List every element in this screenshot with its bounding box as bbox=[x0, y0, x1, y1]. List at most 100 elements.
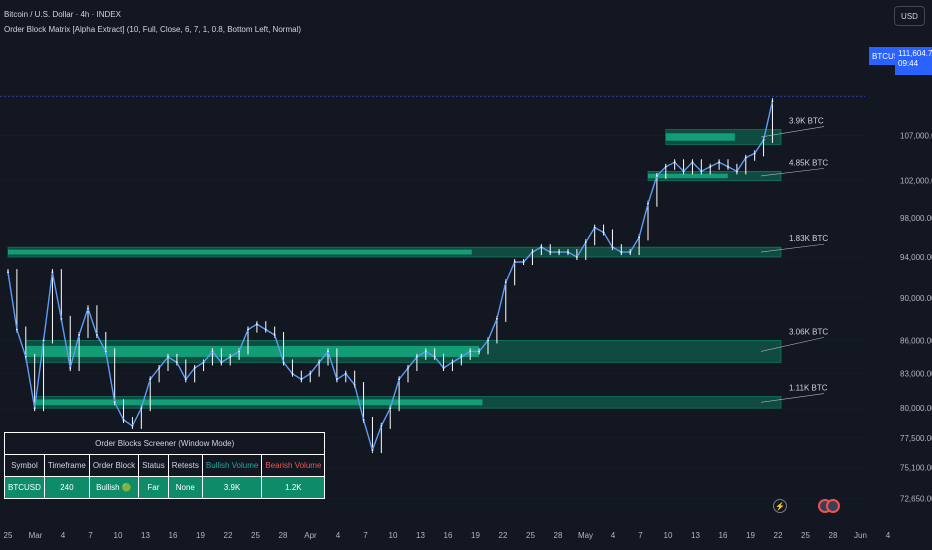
price-point bbox=[611, 246, 614, 249]
price-tick-label: 90,000.00 bbox=[900, 294, 932, 303]
last-price-label: 111,604.70 09:44 bbox=[895, 47, 932, 75]
price-point bbox=[104, 350, 107, 353]
indicator-legend[interactable]: Order Block Matrix [Alpha Extract] (10, … bbox=[4, 25, 301, 34]
time-axis[interactable]: 25 Mar 4 7 10 13 16 19 22 25 28 Apr 4 7 10 13 16 19 22 25 28… bbox=[4, 531, 891, 540]
price-point bbox=[513, 261, 516, 263]
price-point bbox=[584, 241, 587, 244]
time-tick-label: 4 bbox=[61, 531, 66, 540]
time-tick-label: Mar bbox=[29, 531, 43, 540]
time-tick-label: 4 bbox=[336, 531, 341, 540]
last-price-value: 111,604.70 bbox=[898, 49, 932, 58]
symbol-title[interactable]: Bitcoin / U.S. Dollar · 4h · INDEX bbox=[4, 10, 121, 19]
header-order-block: Order Block bbox=[88, 454, 140, 477]
header-retests: Retests bbox=[167, 454, 203, 477]
price-tick-label: 94,000.00 bbox=[900, 253, 932, 262]
price-point bbox=[122, 419, 125, 421]
price-point bbox=[700, 170, 703, 173]
time-tick-label: 25 bbox=[801, 531, 810, 540]
price-point bbox=[487, 339, 489, 342]
price-point bbox=[238, 350, 241, 353]
price-tick-label: 72,650.00 bbox=[900, 494, 932, 503]
cell-bullish-volume: 3.9K bbox=[201, 476, 263, 499]
time-tick-label: 10 bbox=[389, 531, 398, 540]
price-line bbox=[7, 100, 774, 453]
time-tick-label: 7 bbox=[638, 531, 643, 540]
price-point bbox=[255, 323, 258, 326]
price-point bbox=[353, 384, 356, 386]
price-point bbox=[735, 170, 738, 173]
price-point bbox=[442, 367, 445, 369]
price-point bbox=[15, 328, 18, 331]
time-tick-label: 25 bbox=[4, 531, 13, 540]
price-tick-label: 80,000.00 bbox=[900, 404, 932, 413]
time-tick-label: 10 bbox=[114, 531, 123, 540]
order-blocks-screener: Order Blocks Screener (Window Mode) Symb… bbox=[3, 432, 326, 499]
cell-timeframe: 240 bbox=[43, 476, 90, 499]
cell-order-block: Bullish 🟢 bbox=[88, 476, 140, 499]
header-symbol: Symbol bbox=[4, 454, 45, 477]
time-tick-label: 25 bbox=[526, 531, 535, 540]
price-point bbox=[558, 251, 561, 253]
price-point bbox=[87, 307, 89, 310]
price-point bbox=[602, 231, 605, 234]
price-point bbox=[60, 317, 63, 320]
price-point bbox=[629, 251, 632, 253]
price-point bbox=[407, 367, 409, 369]
price-point bbox=[673, 161, 676, 164]
price-tick-label: 102,000.00 bbox=[900, 177, 932, 186]
price-point bbox=[727, 165, 729, 168]
order-block-volume-bar bbox=[25, 345, 479, 357]
cell-symbol: BTCUSD bbox=[4, 476, 45, 499]
time-tick-label: 7 bbox=[363, 531, 368, 540]
order-block-leader-line bbox=[760, 337, 825, 352]
price-tick-label: 75,100.00 bbox=[900, 463, 932, 472]
price-axis[interactable]: 107,000.00 102,000.00 98,000.00 94,000.00 90… bbox=[900, 132, 932, 504]
time-tick-label: 16 bbox=[169, 531, 178, 540]
price-point bbox=[211, 350, 214, 353]
time-tick-label: 19 bbox=[471, 531, 480, 540]
price-point bbox=[415, 355, 418, 358]
price-point bbox=[682, 170, 685, 173]
price-point bbox=[664, 165, 667, 168]
price-point bbox=[318, 361, 321, 364]
price-point bbox=[158, 367, 161, 369]
price-point bbox=[647, 202, 649, 205]
order-block-label: 3.06K BTC bbox=[789, 327, 828, 336]
time-tick-label: 10 bbox=[664, 531, 673, 540]
flag-icon[interactable] bbox=[826, 499, 840, 513]
time-tick-label: 13 bbox=[141, 531, 150, 540]
price-point bbox=[42, 339, 45, 342]
price-point bbox=[424, 350, 427, 353]
price-point bbox=[655, 175, 658, 177]
time-tick-label: 4 bbox=[611, 531, 616, 540]
price-point bbox=[167, 355, 169, 358]
price-point bbox=[540, 246, 543, 249]
price-point bbox=[460, 355, 463, 358]
price-point bbox=[309, 372, 312, 375]
price-point bbox=[264, 328, 267, 331]
price-point bbox=[709, 165, 712, 168]
price-point bbox=[762, 139, 765, 141]
time-tick-label: 13 bbox=[691, 531, 700, 540]
price-point bbox=[229, 355, 232, 358]
price-point bbox=[451, 361, 454, 364]
price-point bbox=[220, 361, 223, 364]
order-block-leader-line bbox=[760, 393, 825, 403]
price-point bbox=[620, 251, 623, 253]
price-point bbox=[344, 372, 347, 375]
price-point bbox=[335, 378, 338, 381]
order-block-leader-line bbox=[760, 126, 825, 138]
time-tick-label: 13 bbox=[416, 531, 425, 540]
cell-status: Far bbox=[138, 476, 169, 499]
currency-button[interactable]: USD bbox=[894, 6, 925, 26]
price-tick-label: 86,000.00 bbox=[900, 336, 932, 345]
header-status: Status bbox=[138, 454, 169, 477]
price-point bbox=[771, 100, 774, 103]
bolt-icon[interactable]: ⚡ bbox=[773, 499, 787, 513]
price-point bbox=[24, 355, 27, 358]
price-point bbox=[575, 256, 578, 258]
order-block-volume-bar bbox=[34, 399, 483, 406]
price-point bbox=[51, 271, 54, 274]
order-block-label: 3.9K BTC bbox=[789, 117, 824, 126]
